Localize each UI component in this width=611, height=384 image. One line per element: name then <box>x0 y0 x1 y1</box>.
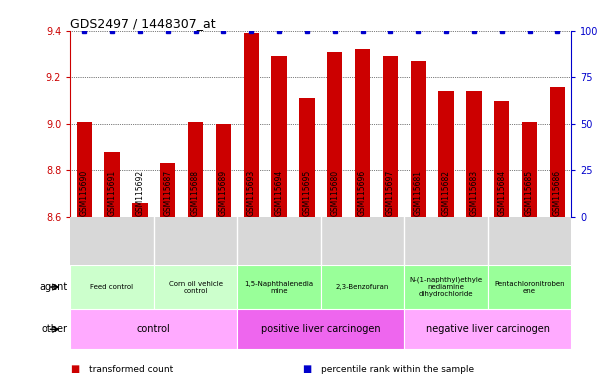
Text: 2,3-Benzofuran: 2,3-Benzofuran <box>336 284 389 290</box>
Bar <box>237 265 321 309</box>
Bar <box>244 33 259 217</box>
Bar <box>355 50 370 217</box>
Bar <box>404 309 571 349</box>
Bar <box>188 121 203 217</box>
Text: other: other <box>41 324 67 334</box>
Text: ■: ■ <box>302 364 312 374</box>
Bar <box>321 265 404 309</box>
Text: transformed count: transformed count <box>89 365 173 374</box>
Bar <box>522 121 537 217</box>
Bar <box>438 91 454 217</box>
Bar <box>327 52 342 217</box>
Bar <box>488 265 571 309</box>
Bar <box>70 309 237 349</box>
Text: 1,5-Naphthalenedia
mine: 1,5-Naphthalenedia mine <box>244 281 313 293</box>
Text: Corn oil vehicle
control: Corn oil vehicle control <box>169 281 222 293</box>
Text: control: control <box>137 324 170 334</box>
Text: Pentachloronitroben
ene: Pentachloronitroben ene <box>494 281 565 293</box>
Bar <box>132 203 147 217</box>
Text: percentile rank within the sample: percentile rank within the sample <box>321 365 474 374</box>
Bar <box>382 56 398 217</box>
Bar <box>154 265 237 309</box>
Bar <box>76 121 92 217</box>
Bar <box>404 265 488 309</box>
Bar <box>237 309 404 349</box>
Bar <box>411 61 426 217</box>
Bar <box>466 91 481 217</box>
Bar <box>160 164 175 217</box>
Text: positive liver carcinogen: positive liver carcinogen <box>261 324 381 334</box>
Bar <box>271 56 287 217</box>
Bar <box>216 124 231 217</box>
Text: negative liver carcinogen: negative liver carcinogen <box>426 324 550 334</box>
Text: GDS2497 / 1448307_at: GDS2497 / 1448307_at <box>70 17 216 30</box>
Bar <box>550 87 565 217</box>
Text: Feed control: Feed control <box>90 284 134 290</box>
Bar <box>494 101 510 217</box>
Text: agent: agent <box>39 282 67 292</box>
Bar <box>104 152 120 217</box>
Bar <box>299 98 315 217</box>
Bar <box>70 265 154 309</box>
Text: N-(1-naphthyl)ethyle
nediamine
dihydrochloride: N-(1-naphthyl)ethyle nediamine dihydroch… <box>409 277 483 297</box>
Text: ■: ■ <box>70 364 79 374</box>
